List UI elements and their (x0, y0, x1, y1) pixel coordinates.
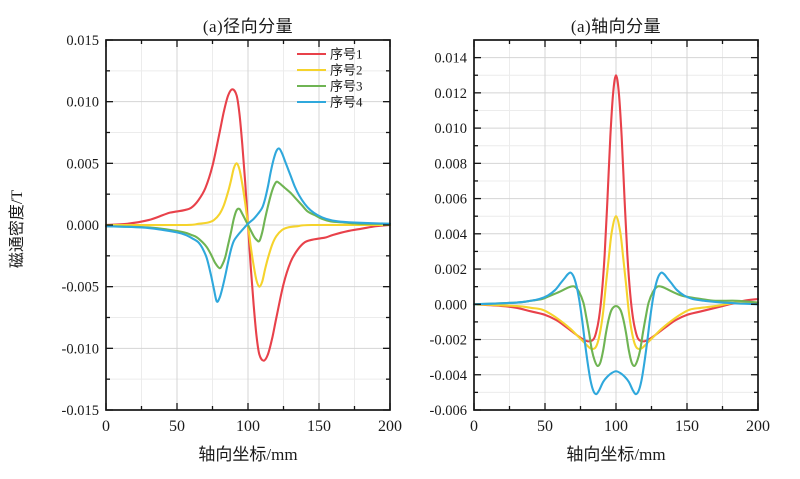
legend-label-3: 序号3 (330, 79, 363, 94)
legend-label-2: 序号2 (330, 63, 363, 78)
x-tick-label: 0 (470, 418, 478, 435)
x-tick-label: 200 (746, 418, 770, 435)
y-tick-label: 0.000 (66, 218, 99, 234)
y-tick-label: -0.005 (62, 280, 99, 296)
y-axis-title: 磁通密度/T (9, 189, 26, 269)
y-tick-label: -0.002 (430, 333, 467, 349)
series-line-1 (104, 88, 392, 362)
y-tick-label: -0.006 (430, 403, 467, 419)
y-tick-label: 0.006 (434, 192, 467, 208)
legend-label-4: 序号4 (330, 95, 363, 110)
x-tick-label: 200 (378, 418, 402, 435)
series-line-3 (472, 285, 760, 368)
y-tick-label: 0.005 (66, 156, 99, 172)
legend-label-1: 序号1 (330, 47, 363, 62)
series-line-1 (472, 74, 760, 343)
series-line-2 (472, 215, 760, 351)
x-tick-label: 0 (102, 418, 110, 435)
series-line-3 (104, 180, 392, 270)
y-tick-label: 0.014 (434, 51, 467, 67)
y-tick-label: -0.015 (62, 403, 99, 419)
x-tick-label: 150 (675, 418, 699, 435)
y-tick-label: 0.015 (66, 33, 99, 49)
y-tick-label: -0.010 (62, 341, 99, 357)
series-line-4 (104, 147, 392, 303)
x-tick-label: 100 (236, 418, 260, 435)
x-tick-label: 50 (169, 418, 185, 435)
y-tick-label: 0.010 (66, 95, 99, 111)
x-axis-title-right: 轴向坐标/mm (566, 445, 666, 464)
y-tick-label: 0.004 (434, 227, 467, 243)
y-tick-label: 0.000 (434, 297, 467, 313)
y-tick-label: -0.004 (430, 368, 468, 384)
x-tick-label: 150 (307, 418, 331, 435)
chart-title-axial: (a)轴向分量 (570, 17, 662, 36)
y-tick-label: 0.012 (434, 86, 467, 102)
y-tick-label: 0.002 (434, 262, 467, 278)
series-line-4 (472, 271, 760, 396)
x-axis-title-left: 轴向坐标/mm (198, 445, 298, 464)
y-tick-label: 0.008 (434, 156, 467, 172)
chart-title-radial: (a)径向分量 (202, 17, 294, 36)
x-tick-label: 50 (537, 418, 553, 435)
y-tick-label: 0.010 (434, 121, 467, 137)
x-tick-label: 100 (604, 418, 628, 435)
